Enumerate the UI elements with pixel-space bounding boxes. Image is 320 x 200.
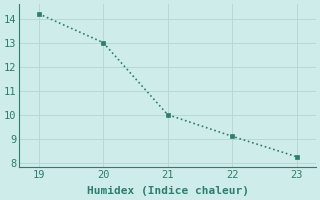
X-axis label: Humidex (Indice chaleur): Humidex (Indice chaleur) [87,186,249,196]
